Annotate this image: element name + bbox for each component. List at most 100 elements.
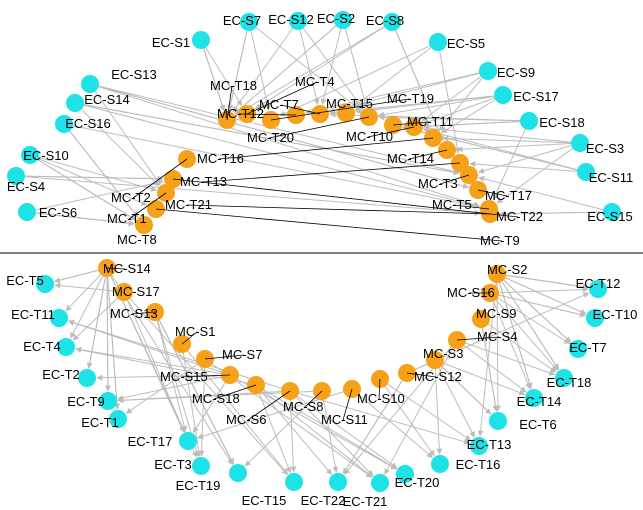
- node-label-ec-t14: EC-T14: [517, 394, 562, 409]
- node-ec-s7[interactable]: [240, 13, 258, 31]
- node-ec-t2[interactable]: [78, 369, 96, 387]
- node-ec-s10[interactable]: [21, 146, 39, 164]
- node-mc-s17[interactable]: [115, 283, 133, 301]
- edge: [192, 374, 231, 434]
- label-leader: [172, 178, 519, 218]
- edge: [227, 21, 250, 111]
- node-label-mc-t18: MC-T18: [210, 78, 257, 93]
- node-ec-t5[interactable]: [36, 275, 54, 293]
- node-ec-t13[interactable]: [470, 437, 488, 455]
- node-ec-t17[interactable]: [179, 432, 197, 450]
- edge: [248, 21, 362, 112]
- node-ec-t20[interactable]: [396, 465, 414, 483]
- edge: [26, 179, 164, 213]
- node-label-mc-s12: MC-S12: [414, 369, 462, 384]
- label-leader: [246, 81, 318, 115]
- edge: [234, 19, 344, 114]
- node-label-mc-s3: MC-S3: [423, 346, 463, 361]
- edge: [65, 267, 108, 312]
- node-label-ec-t4: EC-T4: [23, 339, 61, 354]
- node-ec-t12[interactable]: [589, 280, 607, 298]
- node-ec-t19[interactable]: [229, 464, 247, 482]
- node-ec-s15[interactable]: [603, 203, 621, 221]
- edge: [181, 343, 202, 457]
- edge: [15, 175, 164, 182]
- edge: [15, 175, 481, 216]
- edge: [391, 21, 444, 142]
- edge: [89, 83, 460, 175]
- node-ec-t9[interactable]: [99, 392, 117, 410]
- node-ec-s11[interactable]: [577, 163, 595, 181]
- node-ec-t7[interactable]: [569, 340, 587, 358]
- edge: [421, 70, 489, 122]
- node-ec-t3[interactable]: [192, 457, 210, 475]
- edge: [74, 102, 460, 176]
- edge: [74, 102, 160, 187]
- node-mc-s9[interactable]: [472, 310, 490, 328]
- node-label-mc-t22: MC-T22: [496, 209, 543, 224]
- node-ec-t18[interactable]: [555, 369, 573, 387]
- edge: [70, 267, 108, 339]
- edge: [351, 388, 433, 458]
- node-label-ec-t7: EC-T7: [569, 340, 607, 355]
- label-leader: [453, 204, 490, 210]
- edge: [489, 292, 586, 318]
- node-label-ec-s10: EC-S10: [23, 148, 69, 163]
- node-ec-s13[interactable]: [81, 75, 99, 93]
- node-ec-s4[interactable]: [7, 167, 25, 185]
- node-label-mc-s1: MC-S1: [175, 324, 215, 339]
- node-ec-t22[interactable]: [329, 473, 347, 491]
- node-ec-t15[interactable]: [285, 473, 303, 491]
- node-label-mc-s11: MC-S11: [321, 412, 368, 427]
- node-label-ec-s3: EC-S3: [586, 141, 624, 156]
- node-ec-s16[interactable]: [55, 115, 73, 133]
- edge: [106, 267, 234, 466]
- label-leader: [213, 384, 257, 400]
- node-label-ec-t3: EC-T3: [154, 457, 192, 472]
- node-label-ec-s4: EC-S4: [7, 179, 45, 194]
- node-ec-s1[interactable]: [192, 31, 210, 49]
- node-mc-t8[interactable]: [135, 216, 153, 234]
- edge: [499, 210, 613, 217]
- node-ec-s5[interactable]: [429, 33, 447, 51]
- node-ec-s18[interactable]: [520, 112, 538, 130]
- edge: [469, 161, 587, 173]
- edge: [255, 384, 332, 475]
- node-ec-t6[interactable]: [489, 412, 507, 430]
- node-ec-t14[interactable]: [525, 389, 543, 407]
- node-label-mc-t12: MC-T12: [217, 106, 264, 121]
- edge: [456, 339, 556, 376]
- node-ec-s2[interactable]: [334, 11, 352, 29]
- edge: [329, 94, 504, 116]
- node-ec-t11[interactable]: [50, 309, 68, 327]
- edge: [279, 41, 439, 117]
- edge: [379, 378, 472, 441]
- node-mc-s3[interactable]: [426, 351, 444, 369]
- node-label-ec-s15: EC-S15: [587, 209, 633, 224]
- node-ec-t10[interactable]: [586, 309, 604, 327]
- node-label-ec-s11: EC-S11: [589, 170, 634, 185]
- edge: [496, 273, 533, 389]
- node-ec-t21[interactable]: [371, 474, 389, 492]
- edge: [478, 175, 613, 213]
- node-ec-s8[interactable]: [383, 13, 401, 31]
- edge: [441, 94, 504, 134]
- label-leader: [181, 331, 198, 345]
- node-ec-s3[interactable]: [571, 134, 589, 152]
- node-ec-s12[interactable]: [289, 12, 307, 30]
- node-ec-t4[interactable]: [57, 338, 75, 356]
- node-label-mc-t21: MC-T21: [165, 197, 212, 212]
- node-ec-s17[interactable]: [494, 86, 512, 104]
- node-ec-t1[interactable]: [109, 410, 127, 428]
- node-mc-t15[interactable]: [337, 104, 355, 122]
- node-label-ec-t17: EC-T17: [128, 434, 173, 449]
- node-ec-s6[interactable]: [18, 203, 36, 221]
- node-mc-s2[interactable]: [488, 265, 506, 283]
- node-ec-s14[interactable]: [66, 94, 84, 112]
- node-label-ec-t10: EC-T10: [593, 307, 638, 322]
- node-ec-s9[interactable]: [479, 62, 497, 80]
- edge: [305, 70, 489, 115]
- edge: [489, 286, 589, 294]
- node-ec-t16[interactable]: [431, 455, 449, 473]
- edge: [63, 123, 480, 209]
